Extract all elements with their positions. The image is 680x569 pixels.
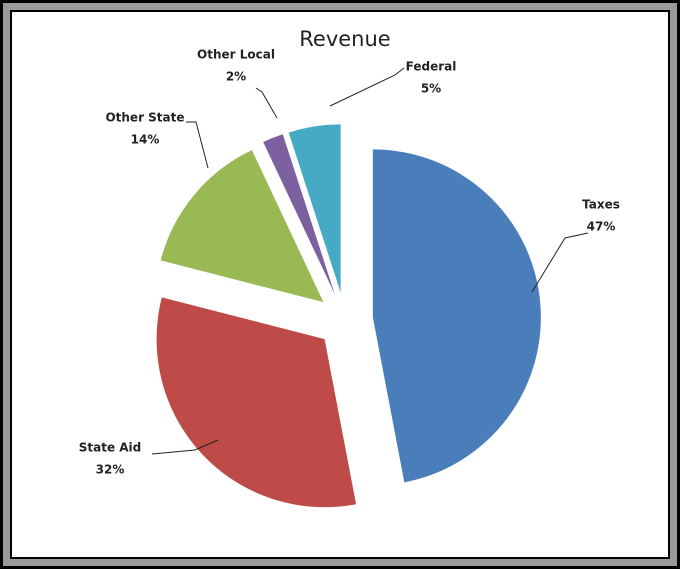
plot-area: Revenue Taxes 47% State Aid 32% Other State 1… bbox=[12, 12, 668, 557]
slice-value-label: 47% bbox=[587, 220, 616, 234]
slice-label: Taxes bbox=[582, 198, 620, 212]
pie-slice bbox=[288, 124, 341, 293]
pie-slice bbox=[263, 134, 335, 294]
leader-line bbox=[151, 439, 219, 455]
slice-label: Other Local bbox=[197, 48, 275, 62]
slice-label: Federal bbox=[406, 60, 457, 74]
frame: Revenue Taxes 47% State Aid 32% Other State 1… bbox=[3, 3, 677, 566]
leader-line bbox=[186, 121, 209, 169]
leader-line bbox=[255, 87, 278, 119]
pie-slice bbox=[156, 297, 357, 508]
leader-line bbox=[329, 67, 405, 107]
slice-label: Other State bbox=[105, 111, 184, 125]
slice-value-label: 5% bbox=[421, 82, 441, 96]
pie-slice bbox=[372, 149, 541, 483]
pie-slice bbox=[160, 150, 324, 303]
slice-value-label: 2% bbox=[226, 70, 246, 84]
slice-value-label: 32% bbox=[96, 463, 125, 477]
slice-label: State Aid bbox=[79, 441, 142, 455]
leader-line bbox=[531, 232, 589, 293]
slice-value-label: 14% bbox=[131, 133, 160, 147]
chart-title: Revenue bbox=[299, 27, 390, 51]
